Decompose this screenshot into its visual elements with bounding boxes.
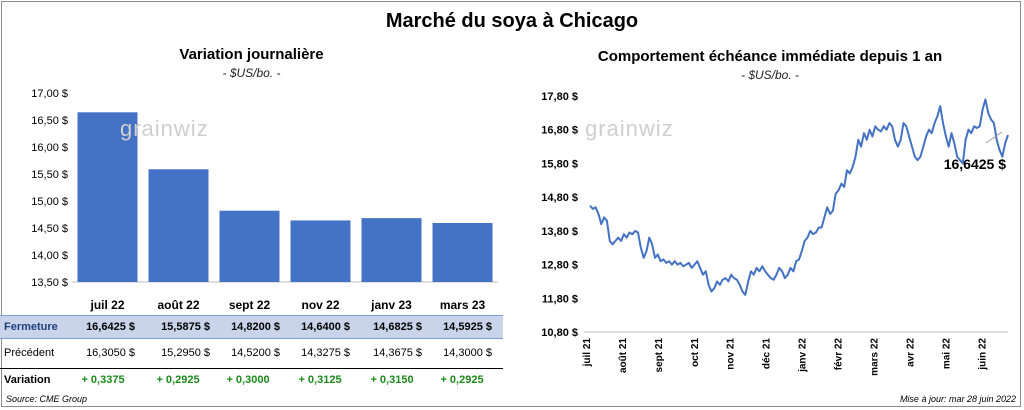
y-tick-label: 13,50 $ <box>31 277 68 289</box>
y-tick-label: 14,00 $ <box>31 250 68 262</box>
y-tick-label: 15,00 $ <box>31 196 68 208</box>
table-cell: 14,8200 $ <box>231 321 280 333</box>
table-cell: 15,2950 $ <box>161 347 210 359</box>
table-row-precedent: Précédent 16,3050 $ 15,2950 $ 14,5200 $ … <box>0 342 503 364</box>
table-cell: 14,3675 $ <box>373 347 422 359</box>
table-cell: 16,6425 $ <box>86 321 135 333</box>
x-tick-label: mars 23 <box>440 298 486 312</box>
left-watermark-logo: grainwiz <box>120 116 209 141</box>
table-cell: + 0,3375 <box>81 374 125 386</box>
table-cell: + 0,2925 <box>440 374 484 386</box>
y-tick-label: 16,00 $ <box>31 142 68 154</box>
source-note: Source: CME Group <box>6 394 88 404</box>
table-cell: + 0,3150 <box>370 374 414 386</box>
y-tick-label: 15,50 $ <box>31 169 68 181</box>
bar <box>432 223 493 282</box>
table-row-fermeture: Fermeture 16,6425 $ 15,5875 $ 14,8200 $ … <box>0 315 503 339</box>
right-watermark-logo: grainwiz <box>585 116 674 141</box>
bar-chart: 13,50 $ 14,00 $ 14,50 $ 15,00 $ 15,50 $ 16,00… <box>31 88 498 312</box>
table-cell: 14,3000 $ <box>443 347 492 359</box>
table-cell: 14,3275 $ <box>301 347 350 359</box>
right-chart-title: Comportement échéance immédiate depuis 1… <box>597 48 943 65</box>
table-cell: 14,5925 $ <box>443 321 492 333</box>
table-cell: + 0,2925 <box>156 374 200 386</box>
x-tick-label: juil 22 <box>89 298 124 312</box>
y-tick-label: 16,50 $ <box>31 115 68 127</box>
bar <box>361 218 422 282</box>
table-cell: 16,3050 $ <box>86 347 135 359</box>
right-chart-unit: - $US/bo. - <box>740 68 800 82</box>
left-chart-title: Variation journalière <box>179 46 324 63</box>
x-tick-label: sept 22 <box>229 298 271 312</box>
bar <box>77 112 138 283</box>
y-tick-label: 17,00 $ <box>31 88 68 100</box>
x-tick-label: janv 23 <box>370 298 412 312</box>
update-note: Mise à jour: mar 28 juin 2022 <box>899 394 1016 404</box>
table-cell: + 0,3000 <box>226 374 270 386</box>
row-label-fermeture: Fermeture <box>4 321 58 333</box>
bar <box>219 210 280 282</box>
bar <box>290 220 351 282</box>
table-cell: 14,6825 $ <box>373 321 422 333</box>
row-label-variation: Variation <box>4 374 51 386</box>
row-label-precedent: Précédent <box>4 347 55 359</box>
x-tick-label: nov 22 <box>301 298 339 312</box>
table-cell: 15,5875 $ <box>161 321 210 333</box>
bar <box>148 169 209 282</box>
page-title: Marché du soya à Chicago <box>385 10 639 32</box>
table-cell: 14,5200 $ <box>231 347 280 359</box>
left-chart-unit: - $US/bo. - <box>222 66 281 80</box>
table-row-variation: Variation + 0,3375 + 0,2925 + 0,3000 + 0… <box>0 368 503 391</box>
y-tick-label: 14,50 $ <box>31 223 68 235</box>
x-tick-label: août 22 <box>157 298 199 312</box>
table-cell: + 0,3125 <box>298 374 342 386</box>
table-cell: 14,6400 $ <box>301 321 350 333</box>
